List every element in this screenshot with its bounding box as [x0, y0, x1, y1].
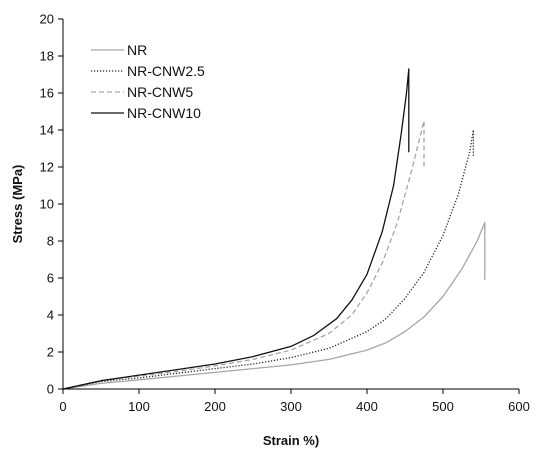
x-tick-label: 400 [356, 399, 378, 414]
x-tick-label: 600 [508, 399, 530, 414]
y-tick-label: 18 [40, 49, 54, 64]
legend: NR NR-CNW2.5 NR-CNW5 NR-CNW10 [91, 42, 205, 121]
y-tick-label: 6 [47, 271, 54, 286]
x-tick-label: 200 [204, 399, 226, 414]
x-tick-label: 500 [432, 399, 454, 414]
legend-label-2: NR-CNW5 [127, 84, 193, 100]
series-line-1 [62, 129, 475, 390]
x-axis-ticks: 0 100 200 300 400 500 600 [59, 389, 530, 414]
y-tick-label: 0 [47, 382, 54, 397]
y-tick-label: 12 [40, 160, 54, 175]
y-tick-label: 2 [47, 345, 54, 360]
legend-label-0: NR [127, 42, 147, 58]
y-axis-ticks: 0 2 4 6 8 10 12 14 16 18 20 [40, 12, 63, 397]
x-tick-label: 0 [59, 399, 66, 414]
y-tick-label: 8 [47, 234, 54, 249]
series-layer [62, 68, 486, 390]
y-tick-label: 4 [47, 308, 54, 323]
x-tick-label: 300 [280, 399, 302, 414]
y-tick-label: 14 [40, 123, 54, 138]
y-tick-label: 10 [40, 197, 54, 212]
legend-label-3: NR-CNW10 [127, 105, 201, 121]
series-line-3 [62, 68, 410, 390]
legend-label-1: NR-CNW2.5 [127, 63, 205, 79]
y-tick-label: 20 [40, 12, 54, 27]
series-line-2 [62, 120, 425, 390]
y-tick-label: 16 [40, 86, 54, 101]
y-axis-title: Stress (MPa) [10, 165, 25, 244]
series-line-0 [62, 221, 486, 390]
x-axis-title: Strain %) [263, 433, 319, 448]
x-tick-label: 100 [128, 399, 150, 414]
